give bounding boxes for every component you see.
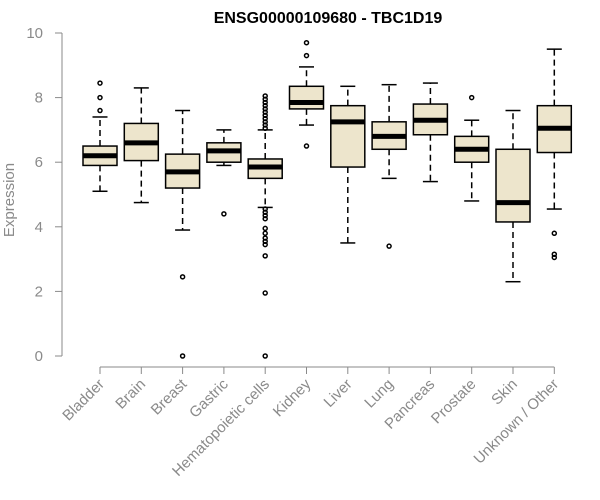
outlier-point [262,115,268,122]
y-tick-label: 8 [35,90,43,107]
chart-title: ENSG00000109680 - TBC1D19 [214,10,443,27]
outlier-point [551,251,558,258]
outlier-point [97,107,103,114]
axes-layer: 0 2 4 6 8 10 [26,25,555,374]
outlier-point [262,125,268,132]
outlier-point [262,112,268,119]
outlier-point [551,230,558,237]
outlier-point [262,353,268,359]
box-unknown-other [536,48,573,261]
outlier-point [262,109,268,115]
y-tick-label: 0 [35,348,43,365]
y-tick-label: 2 [35,283,43,300]
y-tick-label: 4 [35,219,43,236]
x-tick-label: Bladder [59,376,108,425]
outlier-point [179,353,186,359]
outlier-point [221,211,227,217]
outlier-point [262,230,268,237]
box-breast [164,109,201,359]
y-tick-label: 10 [26,25,43,42]
outlier-point [262,106,268,112]
outlier-point [262,253,268,259]
outlier-point [179,274,186,280]
x-tick-label: Kidney [270,375,315,420]
outlier-point [262,225,268,232]
outlier-point [262,206,268,212]
outlier-point [262,99,268,106]
outlier-point [97,80,103,86]
outlier-point [262,290,268,296]
boxes-layer [82,39,573,359]
outlier-point [262,209,268,216]
x-tick-label: Breast [148,375,191,418]
outlier-point [262,119,268,125]
x-tick-label: Liver [321,376,356,411]
box-liver [330,85,366,244]
outlier-point [262,215,268,222]
outlier-point [97,94,103,101]
outlier-point [303,52,310,59]
outlier-point [551,254,558,261]
box-brain [123,87,160,204]
box-lung [371,83,407,249]
outlier-point [262,93,268,99]
y-axis-label: Expression [1,163,18,237]
iqr-box [288,85,325,110]
outlier-point [303,39,310,46]
box-hematopoietic-cells [247,93,283,359]
x-tick-label: Lung [361,376,397,412]
outlier-point [262,238,268,245]
iqr-box [330,104,366,168]
box-skin [495,109,531,283]
iqr-box [495,148,531,223]
y-tick-label: 6 [35,154,43,171]
outlier-point [262,102,268,109]
x-tick-label: Skin [488,376,521,409]
box-kidney [288,39,325,149]
outlier-point [303,143,310,149]
outlier-point [262,122,268,128]
outlier-point [468,94,475,101]
box-gastric [206,129,242,217]
outlier-point [262,241,268,248]
outlier-point [262,235,268,241]
box-prostate [453,94,490,202]
outlier-point [386,243,392,249]
outlier-point [262,96,268,102]
outlier-point [262,212,268,219]
box-pancreas [412,82,449,183]
x-tick-label: Prostate [428,376,480,428]
box-bladder [82,80,118,193]
x-tick-label: Brain [112,376,149,413]
